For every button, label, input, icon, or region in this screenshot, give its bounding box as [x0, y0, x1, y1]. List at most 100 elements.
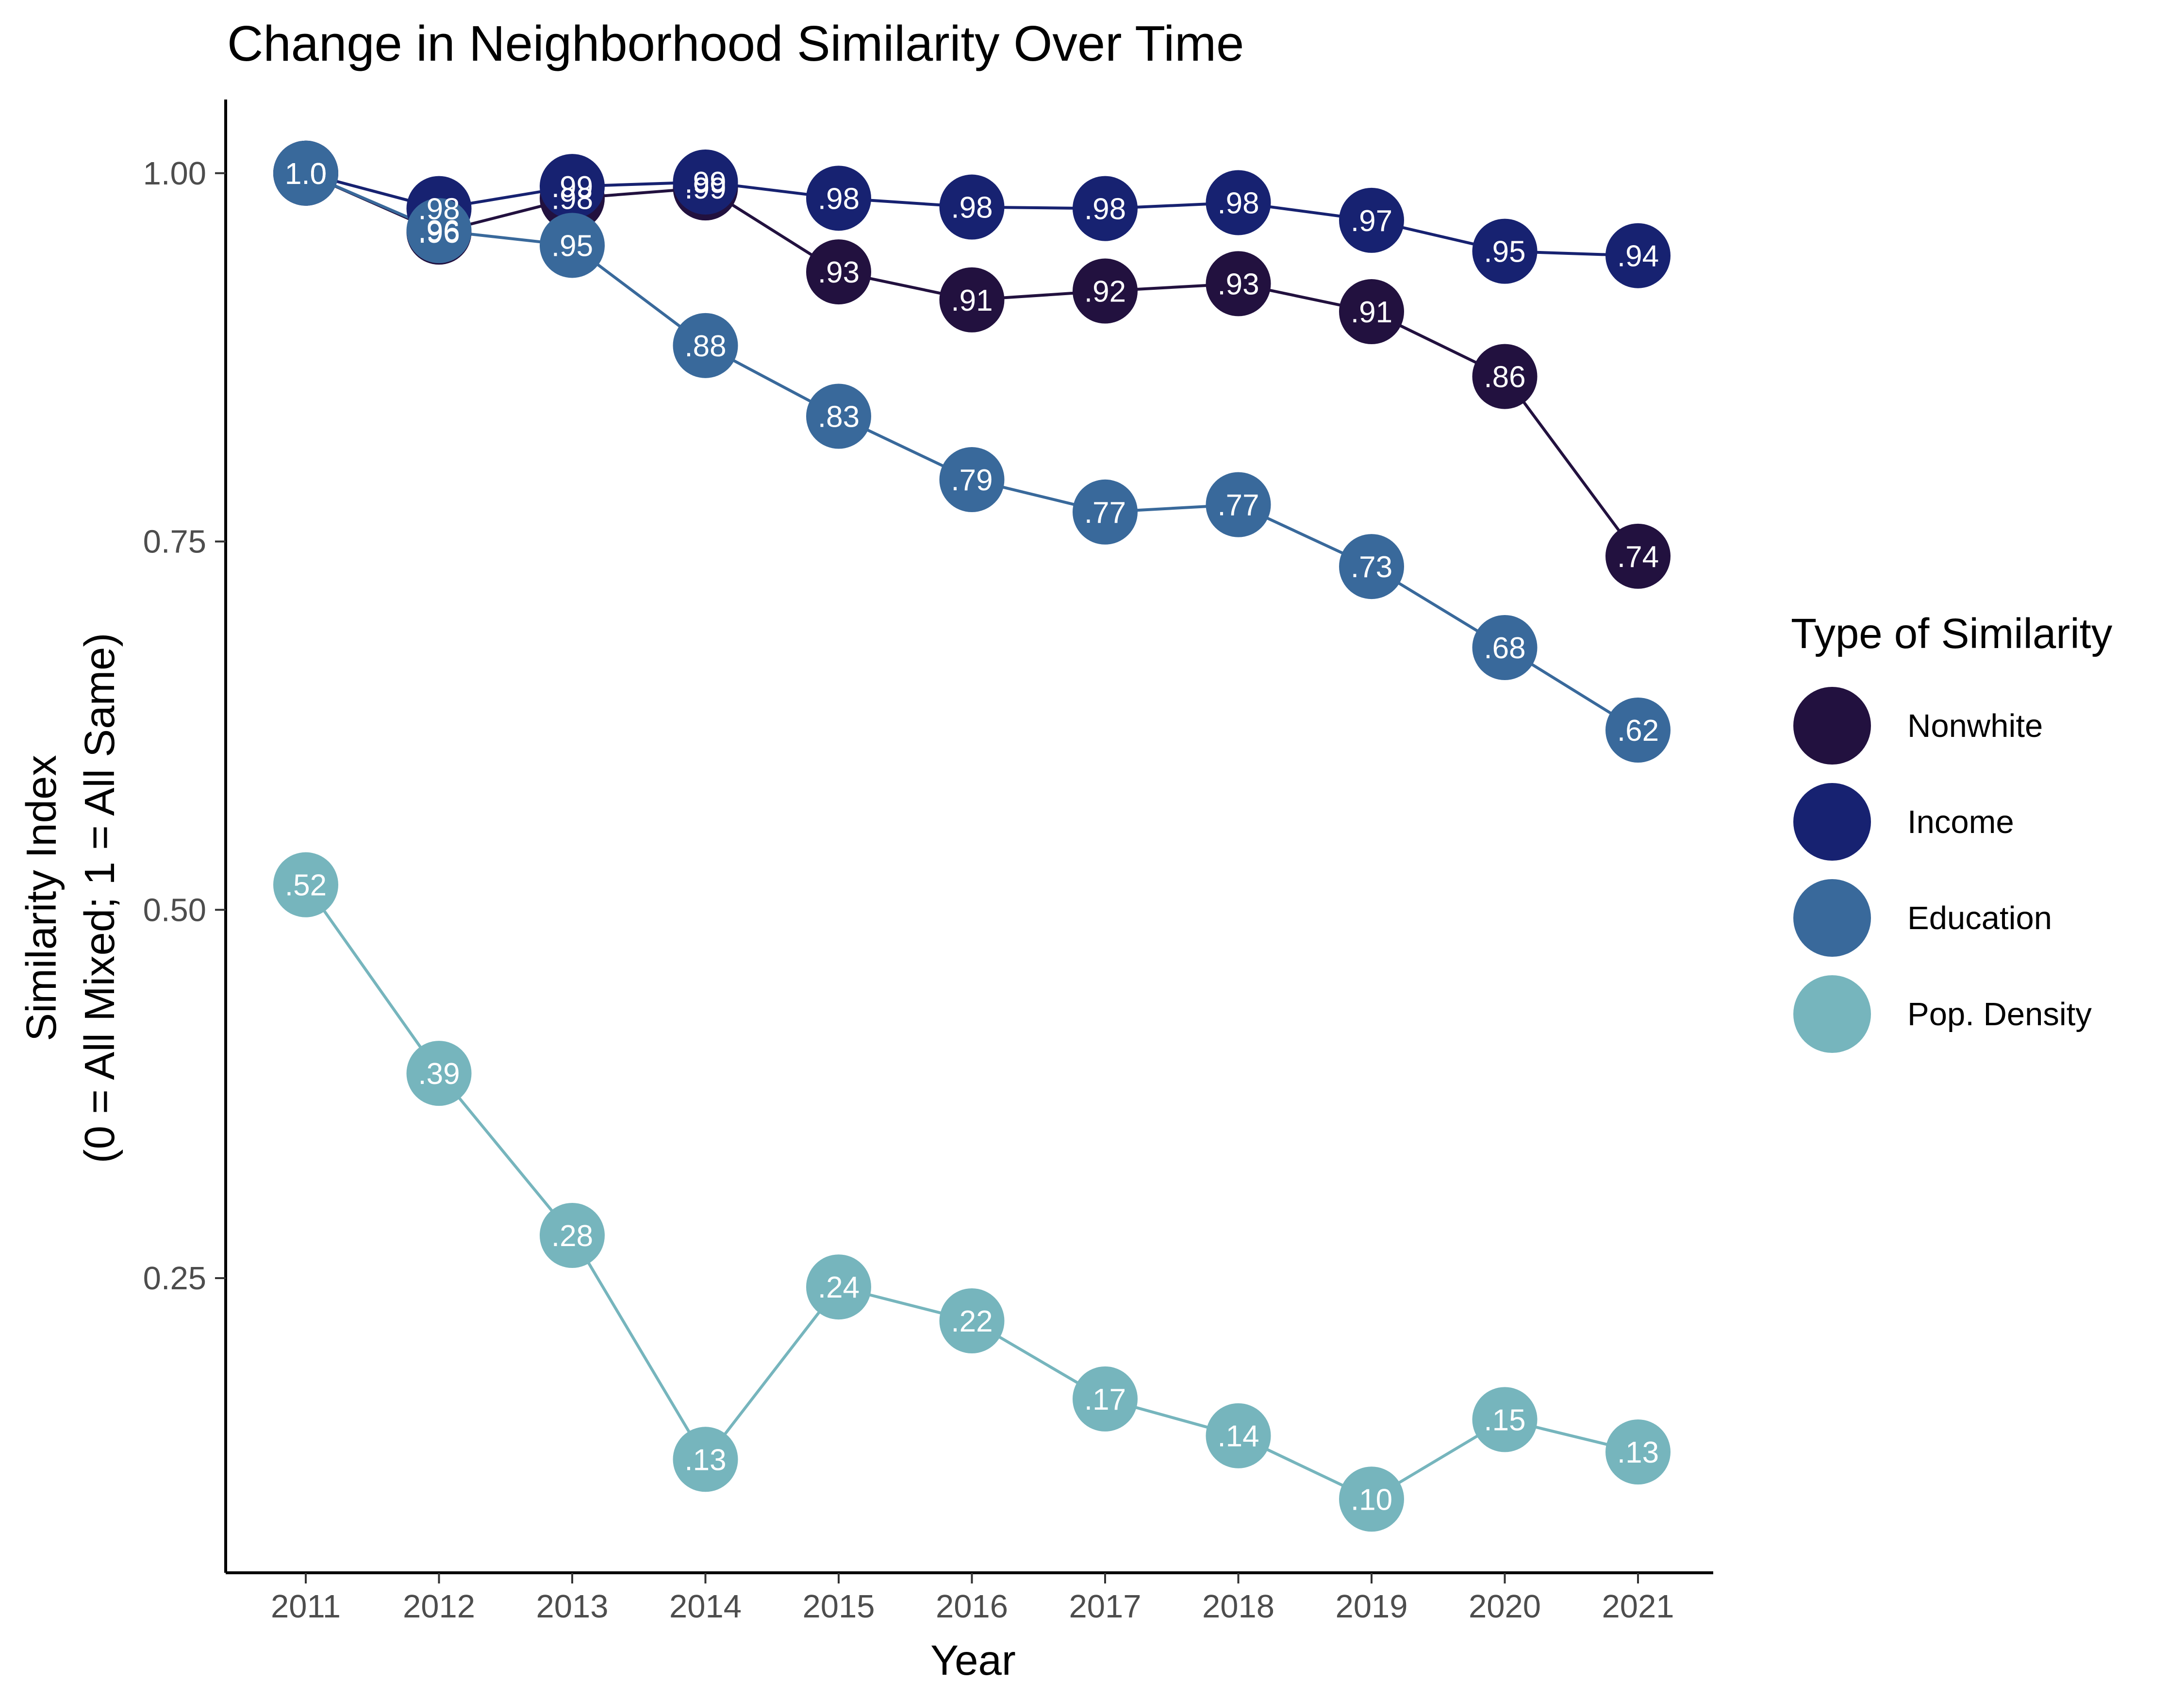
data-label-nonwhite: .91	[1351, 296, 1392, 329]
legend-label-education: Education	[1907, 900, 2052, 936]
data-point-income	[939, 174, 1005, 240]
data-point-pop-density	[1339, 1466, 1404, 1532]
data-label-income: .98	[951, 191, 993, 225]
y-axis-title-line-1: Similarity Index	[18, 755, 65, 1041]
data-label-education: .95	[551, 229, 593, 263]
data-label-income: .97	[1351, 204, 1392, 238]
data-label-income: .94	[1617, 240, 1659, 273]
data-label-income: .99	[684, 166, 726, 200]
data-label-pop-density: .10	[1351, 1483, 1392, 1516]
data-point-education	[1605, 697, 1671, 763]
legend-key-education	[1793, 879, 1871, 957]
data-label-pop-density: .13	[684, 1443, 726, 1477]
data-label-nonwhite: .74	[1617, 540, 1659, 574]
data-point-nonwhite	[1206, 251, 1271, 316]
data-point-pop-density	[540, 1202, 605, 1268]
data-point-education	[1339, 534, 1404, 600]
data-point-pop-density	[939, 1288, 1005, 1354]
legend: Type of Similarity Nonwhite Income Educati…	[1791, 610, 2113, 1053]
data-point-income	[1339, 187, 1404, 253]
data-label-education: .73	[1351, 550, 1392, 584]
y-tick-label: 0.75	[143, 524, 206, 560]
legend-key-income	[1793, 783, 1871, 861]
data-label-pop-density: .52	[285, 869, 327, 902]
data-point-education	[273, 140, 338, 206]
y-tick-label: 0.50	[143, 892, 206, 928]
data-point-education	[939, 447, 1005, 513]
x-tick-label: 2014	[669, 1588, 742, 1625]
x-tick-label: 2011	[271, 1588, 341, 1625]
data-label-pop-density: .14	[1217, 1420, 1259, 1453]
legend-label-pop-density: Pop. Density	[1907, 996, 2092, 1033]
data-label-education: .88	[684, 330, 726, 363]
data-label-education: .96	[418, 215, 460, 248]
x-tick-label: 2019	[1335, 1588, 1407, 1625]
data-point-education	[406, 198, 472, 264]
data-point-pop-density	[1605, 1419, 1671, 1485]
data-label-pop-density: .15	[1484, 1403, 1525, 1437]
data-point-nonwhite	[939, 267, 1005, 333]
data-point-pop-density	[1472, 1387, 1538, 1452]
data-point-income	[1206, 170, 1271, 235]
data-point-income	[673, 149, 738, 215]
data-label-nonwhite: .99	[684, 172, 726, 205]
data-point-pop-density	[806, 1254, 871, 1320]
data-label-nonwhite: .98	[551, 182, 593, 216]
data-label-education: .83	[818, 400, 860, 434]
legend-key-nonwhite	[1793, 687, 1871, 765]
data-label-education: .68	[1484, 632, 1525, 665]
data-point-education	[806, 383, 871, 449]
data-label-nonwhite: .96	[418, 216, 460, 250]
axes: 1.00 0.75 0.50 0.25 2011 2012 2013 2014 2015 2016…	[143, 100, 1713, 1625]
data-point-pop-density	[406, 1041, 472, 1106]
y-tick-label: 1.00	[143, 155, 206, 192]
legend-label-nonwhite: Nonwhite	[1907, 708, 2043, 744]
x-axis-title: Year	[930, 1637, 1016, 1684]
data-point-education	[1472, 615, 1538, 681]
x-tick-label: 2012	[403, 1588, 475, 1625]
data-point-nonwhite	[806, 239, 871, 305]
data-label-income: .98	[1084, 193, 1126, 226]
chart-title: Change in Neighborhood Similarity Over T…	[227, 16, 1244, 71]
x-tick-label: 2013	[536, 1588, 608, 1625]
y-tick-label: 0.25	[143, 1260, 206, 1297]
data-label-pop-density: .24	[818, 1271, 860, 1304]
data-point-nonwhite	[1605, 523, 1671, 589]
y-axis-title-line-2: (0 = All Mixed; 1 = All Same)	[76, 633, 123, 1164]
data-label-income: 1.0	[285, 157, 327, 191]
data-label-nonwhite: .93	[1217, 267, 1259, 301]
data-label-nonwhite: .91	[951, 284, 993, 317]
data-label-income: .98	[818, 182, 860, 216]
data-point-nonwhite	[1339, 279, 1404, 345]
data-point-income	[1073, 176, 1138, 241]
data-label-income: .98	[1217, 186, 1259, 220]
data-label-pop-density: .17	[1084, 1383, 1126, 1416]
data-point-income	[806, 166, 871, 231]
data-point-income	[540, 154, 605, 219]
x-tick-label: 2018	[1202, 1588, 1274, 1625]
data-label-pop-density: .28	[551, 1219, 593, 1253]
x-tick-label: 2015	[802, 1588, 875, 1625]
data-label-nonwhite: .92	[1084, 275, 1126, 309]
legend-keys: Nonwhite Income Education Pop. Density	[1793, 687, 2092, 1053]
data-label-education: .79	[951, 464, 993, 497]
point-labels: 1.0.96.98.99.93.91.92.93.91.86.741.0.98.…	[285, 157, 1659, 1517]
legend-label-income: Income	[1907, 804, 2014, 840]
data-point-education	[673, 313, 738, 378]
data-label-pop-density: .13	[1617, 1436, 1659, 1469]
data-point-income	[1472, 218, 1538, 284]
data-point-nonwhite	[1073, 258, 1138, 324]
data-point-pop-density	[273, 852, 338, 917]
data-label-education: .77	[1084, 496, 1126, 530]
data-point-pop-density	[673, 1427, 738, 1492]
data-label-pop-density: .22	[951, 1305, 993, 1338]
data-point-pop-density	[1206, 1403, 1271, 1468]
data-label-pop-density: .39	[418, 1057, 460, 1091]
data-label-nonwhite: 1.0	[285, 157, 327, 191]
data-label-nonwhite: .93	[818, 256, 860, 289]
data-point-nonwhite	[1472, 344, 1538, 409]
data-point-education	[1073, 479, 1138, 545]
data-label-education: .62	[1617, 714, 1659, 748]
data-label-income: .99	[551, 170, 593, 204]
